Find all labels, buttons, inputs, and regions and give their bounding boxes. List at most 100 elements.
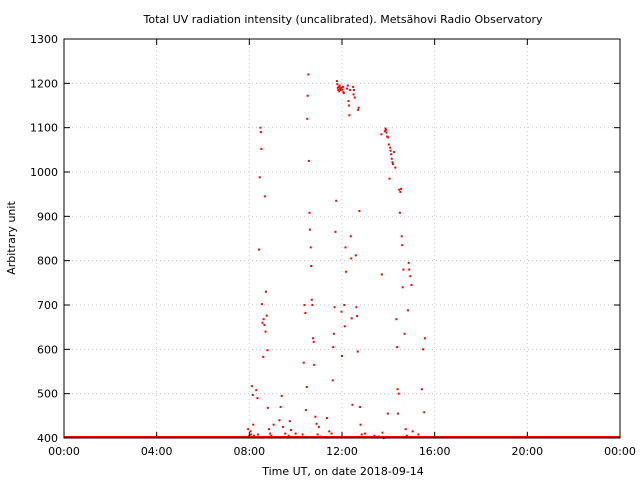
- data-point: [357, 108, 360, 111]
- data-point: [341, 85, 344, 88]
- data-point: [350, 317, 353, 320]
- data-point: [398, 188, 401, 191]
- data-point: [331, 379, 334, 382]
- data-point: [333, 306, 336, 309]
- data-point: [360, 433, 363, 436]
- data-point: [304, 311, 307, 314]
- data-point: [368, 436, 371, 439]
- data-point: [420, 388, 423, 391]
- data-point: [308, 211, 311, 214]
- data-point: [359, 423, 362, 426]
- data-point: [306, 117, 309, 120]
- data-point: [344, 246, 347, 249]
- data-point: [391, 163, 394, 166]
- data-point: [320, 435, 323, 438]
- data-point: [346, 87, 349, 90]
- data-point: [390, 153, 393, 156]
- data-point: [338, 84, 341, 87]
- data-point: [249, 430, 252, 433]
- y-tick-label: 1000: [30, 166, 58, 179]
- data-point: [310, 264, 313, 267]
- data-point: [364, 432, 367, 435]
- data-point: [340, 86, 343, 89]
- data-point: [294, 432, 297, 435]
- data-point: [346, 84, 349, 87]
- data-point: [423, 411, 426, 414]
- data-point: [357, 106, 360, 109]
- data-point: [387, 143, 390, 146]
- data-point: [397, 412, 400, 415]
- data-point: [415, 436, 418, 439]
- y-tick-label: 1100: [30, 122, 58, 135]
- grid: [64, 39, 620, 438]
- data-point: [252, 434, 255, 437]
- data-point: [265, 290, 268, 293]
- data-point: [316, 433, 319, 436]
- data-point: [257, 433, 260, 436]
- data-point: [342, 92, 345, 95]
- data-point: [274, 436, 277, 439]
- data-point: [408, 268, 411, 271]
- data-point: [259, 126, 262, 129]
- y-tick-label: 500: [37, 388, 58, 401]
- data-point: [380, 133, 383, 136]
- x-tick-label: 12:00: [326, 445, 358, 458]
- data-point: [328, 430, 331, 433]
- data-point: [310, 298, 313, 301]
- y-axis-label: Arbitrary unit: [5, 201, 18, 275]
- data-point: [336, 83, 339, 86]
- data-point: [317, 425, 320, 428]
- data-point: [423, 337, 426, 340]
- data-point: [312, 340, 315, 343]
- data-point: [290, 429, 293, 432]
- data-point: [396, 388, 399, 391]
- x-tick-label: 20:00: [511, 445, 543, 458]
- data-point: [265, 314, 268, 317]
- data-point: [247, 428, 250, 431]
- data-point: [269, 432, 272, 435]
- data-point: [417, 433, 420, 436]
- data-point: [348, 114, 351, 117]
- data-point: [349, 88, 352, 91]
- data-point: [343, 304, 346, 306]
- data-point: [252, 423, 255, 426]
- data-point: [330, 432, 333, 435]
- data-point: [340, 310, 343, 313]
- data-point: [272, 423, 275, 426]
- data-point: [345, 270, 348, 273]
- data-point: [250, 433, 253, 436]
- y-tick-label: 1300: [30, 33, 58, 46]
- data-point: [388, 177, 391, 180]
- data-point: [395, 318, 398, 321]
- data-point: [335, 80, 338, 83]
- data-point: [266, 349, 269, 352]
- data-point: [258, 248, 261, 251]
- data-point: [353, 96, 356, 99]
- data-point: [389, 146, 392, 149]
- data-point: [394, 166, 397, 169]
- data-point: [359, 405, 362, 408]
- data-point: [361, 436, 364, 439]
- data-point: [307, 73, 310, 76]
- data-point: [262, 318, 265, 321]
- data-point: [356, 350, 359, 353]
- y-tick-label: 800: [37, 255, 58, 268]
- x-tick-label: 08:00: [233, 445, 265, 458]
- x-tick-label: 04:00: [141, 445, 173, 458]
- data-point: [398, 211, 401, 214]
- y-tick-label: 700: [37, 299, 58, 312]
- data-point: [288, 420, 291, 423]
- data-point: [314, 415, 317, 418]
- data-point: [351, 403, 354, 406]
- data-point: [299, 436, 302, 439]
- data-point: [400, 235, 403, 238]
- x-tick-label: 00:00: [604, 445, 636, 458]
- data-point: [260, 147, 263, 150]
- data-point: [355, 306, 358, 309]
- data-point: [280, 394, 283, 397]
- axis-ticks: 400 500 600 700 800 900 1000 1100 1200 1300 00:00 0…: [30, 33, 636, 458]
- data-point: [409, 275, 412, 278]
- data-point: [387, 136, 390, 139]
- data-point: [287, 434, 290, 437]
